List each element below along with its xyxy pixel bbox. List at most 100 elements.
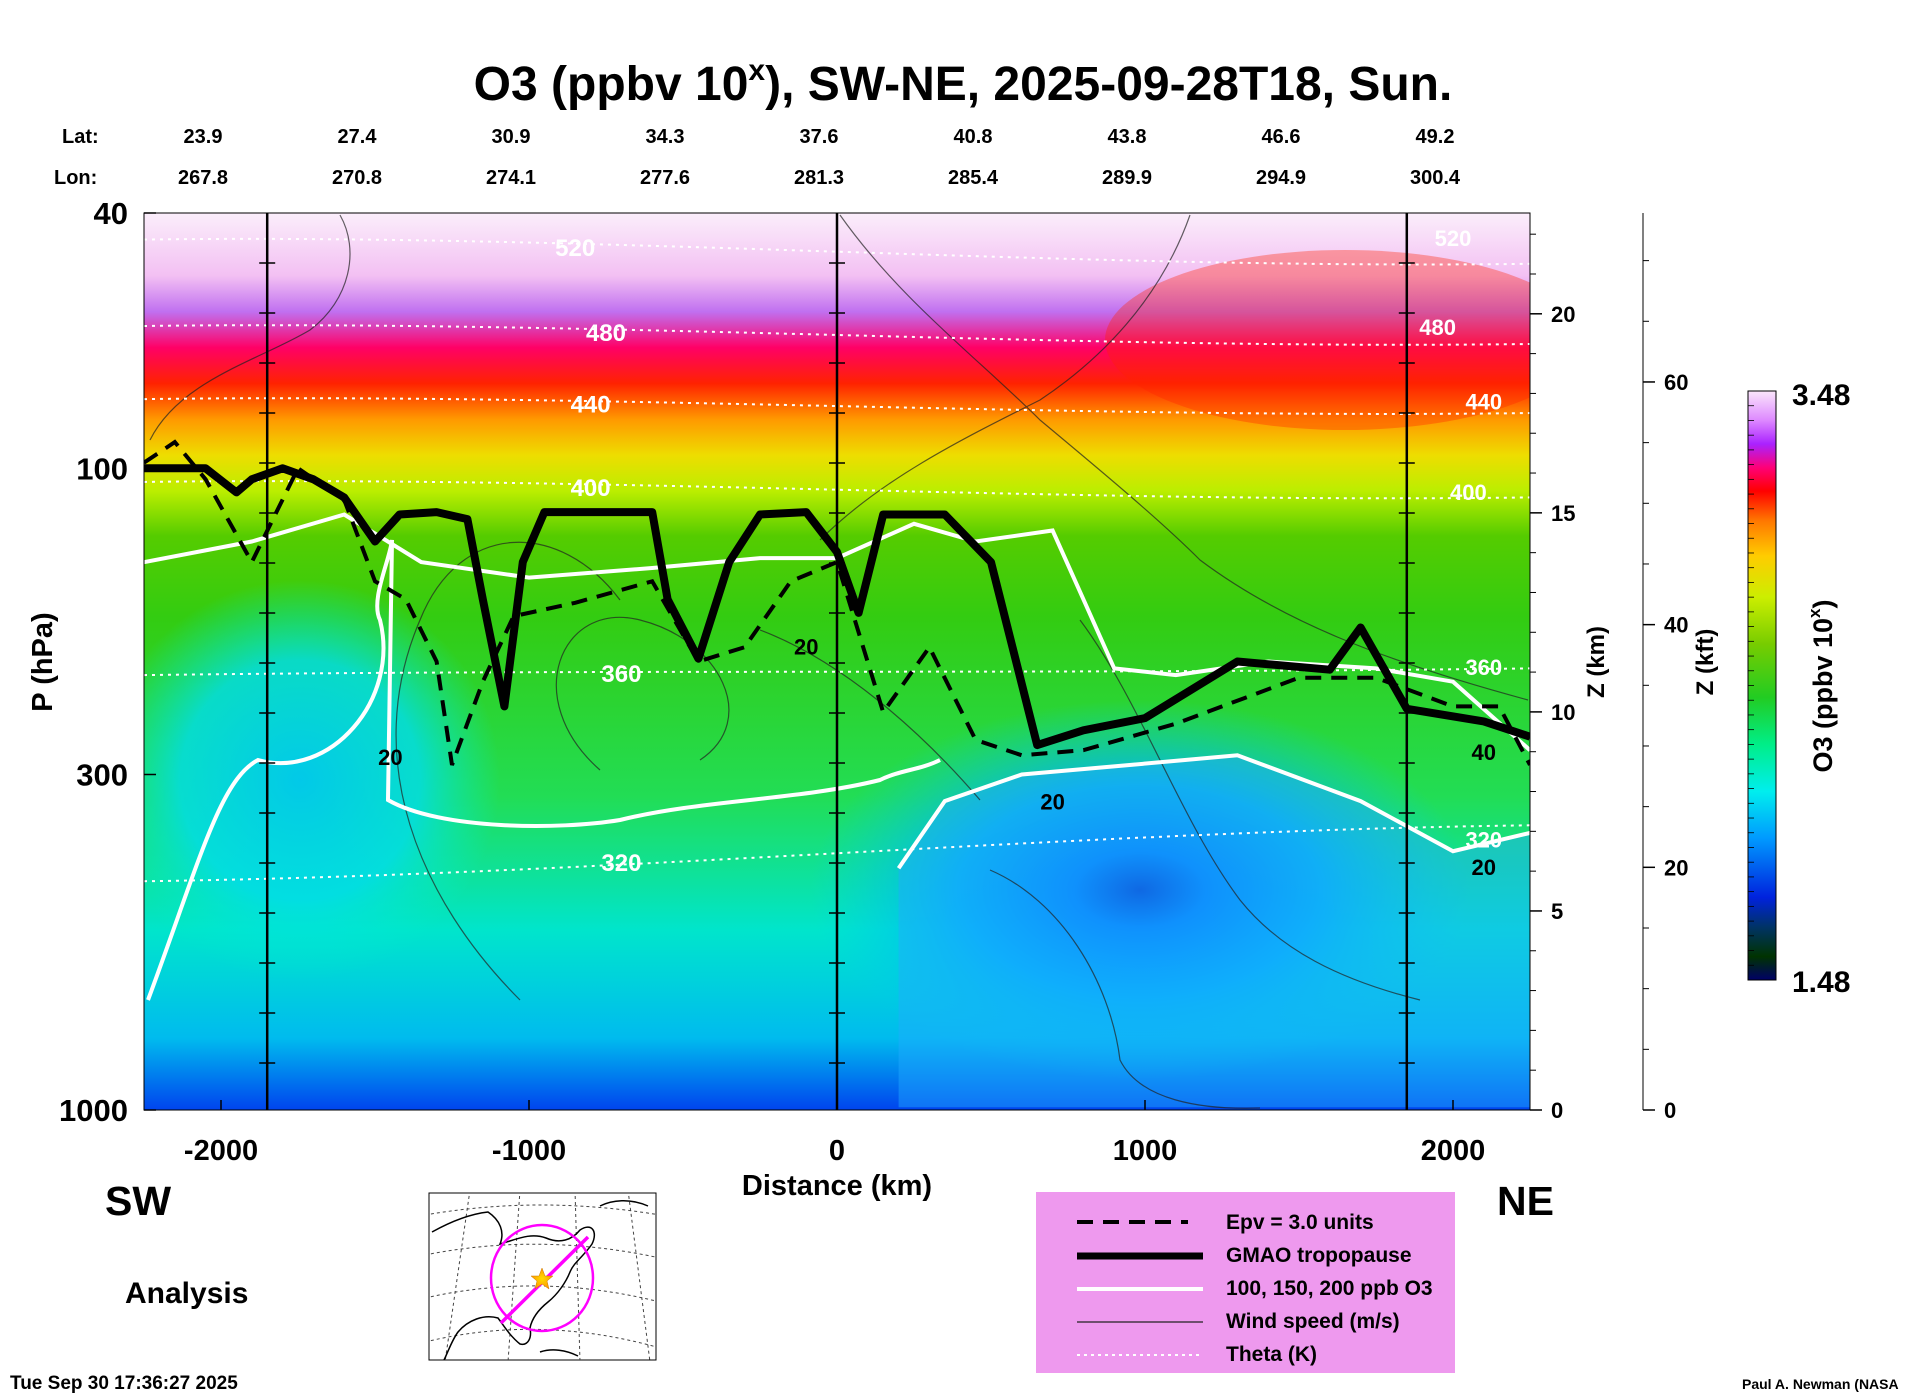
z-km-tick-label: 15 — [1551, 501, 1575, 526]
lon-value: 281.3 — [794, 167, 844, 189]
p-tick-label: 100 — [76, 451, 128, 486]
wind-contour — [819, 214, 1191, 541]
wind-speed-contours — [149, 214, 1529, 1109]
graticule-line — [627, 1193, 651, 1360]
lon-value: 294.9 — [1256, 167, 1306, 189]
pressure-axis: 40 100 300 1000 — [59, 196, 156, 1128]
timestamp: Tue Sep 30 17:36:27 2025 — [10, 1373, 238, 1394]
lat-value: 43.8 — [1108, 126, 1147, 148]
x-tick-label: 1000 — [1113, 1135, 1178, 1167]
colorbar-ticks — [1748, 390, 1754, 981]
ne-direction-label: NE — [1497, 1178, 1554, 1224]
wind-contour — [989, 869, 1261, 1109]
x-tick-label: -1000 — [492, 1135, 566, 1167]
lon-value: 289.9 — [1102, 167, 1152, 189]
contour-label: 440 — [1465, 390, 1502, 415]
colorbar-max-label: 3.48 — [1792, 379, 1850, 412]
legend-label-theta: Theta (K) — [1226, 1343, 1317, 1366]
sw-direction-label: SW — [105, 1178, 171, 1224]
z-kft-tick-label: 0 — [1664, 1098, 1676, 1123]
region-circle — [489, 1223, 595, 1333]
lon-value: 285.4 — [948, 167, 999, 189]
lon-value: 274.1 — [486, 167, 536, 189]
inset-map-content — [429, 1193, 656, 1360]
lat-value: 40.8 — [954, 126, 993, 148]
contour-label: 20 — [378, 745, 402, 770]
center-star-icon — [530, 1267, 554, 1290]
vertical-markers — [259, 213, 1415, 1110]
lat-value: 37.6 — [800, 126, 839, 148]
graticule-line — [429, 1328, 656, 1348]
lon-row-label: Lon: — [54, 167, 97, 189]
wind-contour — [395, 541, 621, 1001]
z-km-tick-label: 0 — [1551, 1098, 1563, 1123]
graticule-line — [507, 1193, 521, 1360]
legend-label-wind: Wind speed (m/s) — [1226, 1310, 1400, 1333]
contour-label: 480 — [1419, 315, 1456, 340]
z-km-axis: 0 5 10 15 20 — [1529, 213, 1575, 1123]
chart-title: O3 (ppbv 10x), SW-NE, 2025-09-28T18, Sun… — [474, 54, 1453, 111]
theta-label: 320 — [601, 850, 641, 877]
o3-20ppb-contour — [896, 753, 1530, 870]
contour-label: 320 — [1465, 828, 1502, 853]
o3-20ppb-region — [898, 755, 1530, 1108]
lat-value: 23.9 — [184, 126, 223, 148]
legend-label-epv: Epv = 3.0 units — [1226, 1211, 1374, 1234]
z-kft-tick-label: 20 — [1664, 855, 1688, 880]
x-tick-label: 2000 — [1421, 1135, 1486, 1167]
low-ozone-region-west — [144, 580, 500, 980]
legend: Epv = 3.0 units GMAO tropopause 100, 150… — [1036, 1192, 1455, 1373]
theta-label: 520 — [555, 235, 595, 262]
legend-label-o3-contours: 100, 150, 200 ppb O3 — [1226, 1277, 1433, 1300]
z-km-tick-label: 5 — [1551, 899, 1563, 924]
graticule-line — [574, 1193, 581, 1360]
p-tick-label: 40 — [94, 196, 128, 231]
colorbar-min-label: 1.48 — [1792, 966, 1850, 999]
lat-row-label: Lat: — [62, 126, 99, 148]
lon-value: 270.8 — [332, 167, 382, 189]
colorbar-label: O3 (ppbv 10x) — [1805, 599, 1838, 772]
z-km-tick-label: 20 — [1551, 302, 1575, 327]
legend-label-tropopause: GMAO tropopause — [1226, 1244, 1412, 1267]
graticule-line — [429, 1204, 656, 1215]
contour-label: 520 — [1435, 226, 1472, 251]
contour-label: 20 — [1040, 789, 1064, 814]
contour-label: 40 — [1472, 740, 1496, 765]
o3-150ppb-contour — [146, 539, 941, 1001]
contour-label: 20 — [794, 634, 818, 659]
contour-label: 360 — [1465, 655, 1502, 680]
analysis-label: Analysis — [125, 1277, 248, 1310]
graticule-line — [429, 1285, 656, 1302]
wind-contour — [1079, 619, 1421, 1001]
theta-contours: 320 360 400 440 480 520 — [144, 235, 1530, 883]
lon-value: 267.8 — [178, 167, 228, 189]
lon-value: 300.4 — [1410, 167, 1461, 189]
x-tick-label: -2000 — [184, 1135, 258, 1167]
graticule-line — [429, 1243, 656, 1258]
wind-contour — [839, 214, 1529, 701]
lat-lon-values: 23.9 267.8 27.4 270.8 30.9 274.1 34.3 277.6 37.6… — [178, 126, 1461, 189]
theta-label: 440 — [571, 392, 611, 419]
contour-label: 20 — [1472, 855, 1496, 880]
lat-value: 30.9 — [492, 126, 531, 148]
lat-value: 34.3 — [646, 126, 685, 148]
lat-value: 27.4 — [338, 126, 378, 148]
x-axis: -2000 -1000 0 1000 2000 — [184, 1100, 1485, 1167]
z-kft-tick-label: 60 — [1664, 370, 1688, 395]
lat-value: 46.6 — [1262, 126, 1301, 148]
coastline — [431, 1200, 649, 1360]
theta-label: 400 — [571, 475, 611, 502]
y-axis-label: P (hPa) — [27, 612, 59, 711]
author-credit: Paul A. Newman (NASA — [1742, 1376, 1899, 1392]
z-km-tick-label: 10 — [1551, 700, 1575, 725]
z-kft-axis: 0 20 40 60 — [1642, 213, 1688, 1123]
z-kft-axis-label: Z (kft) — [1692, 629, 1719, 696]
lat-value: 49.2 — [1416, 126, 1455, 148]
lon-value: 277.6 — [640, 167, 690, 189]
theta-label: 480 — [586, 320, 626, 347]
p-tick-label: 300 — [76, 757, 128, 792]
inset-map — [428, 1192, 657, 1361]
